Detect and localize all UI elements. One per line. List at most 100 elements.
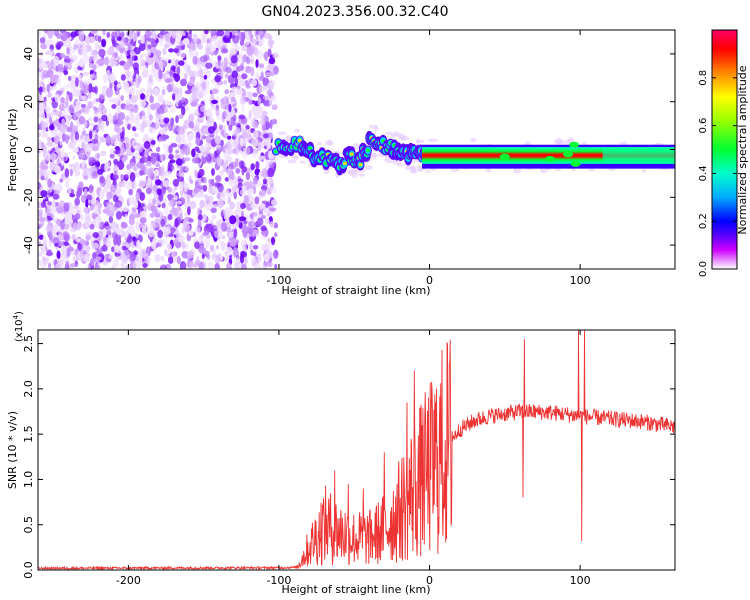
noise-blob — [83, 188, 88, 198]
noise-blob — [135, 192, 140, 201]
noise-blob — [193, 186, 199, 194]
noise-blob — [249, 33, 254, 43]
noise-blob — [113, 51, 118, 59]
noise-blob — [129, 172, 136, 182]
signal-halo — [485, 167, 492, 173]
noise-blob — [170, 142, 178, 148]
noise-blob — [158, 69, 163, 80]
noise-blob — [258, 155, 266, 160]
noise-blob — [49, 116, 53, 125]
noise-blob — [131, 209, 137, 219]
noise-blob — [40, 165, 48, 170]
noise-blob — [264, 72, 272, 77]
noise-blob — [248, 91, 253, 102]
noise-blob — [170, 65, 176, 71]
noise-blob — [105, 207, 111, 216]
noise-blob — [120, 95, 124, 101]
noise-blob — [149, 212, 155, 218]
noise-blob — [163, 117, 170, 124]
noise-blob — [235, 46, 240, 51]
noise-blob — [91, 191, 96, 199]
noise-blob — [250, 204, 255, 209]
noise-blob — [189, 262, 195, 268]
noise-blob — [99, 176, 105, 184]
noise-blob — [245, 147, 251, 156]
noise-blob — [233, 262, 237, 268]
noise-blob — [120, 148, 126, 153]
noise-blob — [97, 153, 100, 159]
noise-blob — [38, 152, 41, 157]
noise-blob — [227, 149, 233, 155]
noise-blob — [38, 251, 44, 257]
noise-blob — [63, 202, 70, 212]
noise-blob — [224, 177, 230, 182]
noise-blob — [155, 179, 162, 186]
noise-blob — [40, 96, 44, 102]
noise-blob — [211, 178, 215, 187]
noise-blob — [244, 258, 248, 263]
noise-blob — [198, 168, 205, 177]
noise-blob — [226, 140, 231, 149]
noise-blob — [135, 89, 141, 97]
noise-blob — [254, 263, 261, 269]
noise-blob — [169, 227, 176, 234]
noise-blob — [91, 145, 99, 152]
noise-blob — [84, 143, 88, 150]
noise-blob — [187, 142, 193, 148]
noise-blob — [38, 216, 46, 223]
noise-blob — [231, 86, 238, 95]
noise-blob — [181, 251, 189, 259]
signal-halo — [396, 163, 406, 167]
colorbar: 0.0 0.2 0.4 0.6 0.8 Normalized spectral ampl… — [698, 29, 749, 277]
noise-blob — [171, 57, 177, 65]
noise-blob — [93, 116, 99, 123]
noise-blob — [38, 181, 41, 190]
noise-blob — [221, 69, 225, 77]
noise-blob — [187, 134, 192, 142]
noise-blob — [74, 197, 80, 206]
noise-blob — [119, 141, 125, 150]
noise-blob — [139, 192, 146, 201]
noise-blob — [259, 203, 265, 210]
noise-blob — [173, 238, 179, 247]
noise-blob — [161, 99, 169, 105]
noise-blob — [244, 66, 252, 74]
noise-blob — [129, 162, 137, 170]
noise-blob — [122, 207, 129, 213]
colorbar-tick-label-3: 0.6 — [698, 118, 709, 134]
noise-blob — [266, 89, 273, 96]
noise-blob — [53, 30, 59, 37]
noise-blob — [148, 38, 156, 43]
signal-band-knot-3 — [569, 141, 580, 148]
signal-band-knot-1 — [545, 156, 556, 163]
noise-blob — [48, 239, 52, 248]
noise-blob — [74, 105, 79, 113]
noise-blob — [199, 145, 206, 152]
noise-blob — [50, 211, 56, 219]
noise-blob — [174, 229, 180, 237]
noise-blob — [130, 225, 135, 231]
noise-blob — [188, 70, 196, 78]
signal-blob-core — [273, 149, 278, 154]
noise-blob — [253, 176, 258, 185]
noise-blob — [226, 168, 230, 174]
noise-blob — [259, 119, 267, 126]
snr-ylabel: SNR (10 * v/v) — [6, 411, 19, 489]
noise-blob — [242, 147, 247, 155]
noise-blob — [83, 253, 90, 263]
noise-blob — [163, 226, 171, 236]
noise-blob — [88, 156, 96, 164]
noise-blob — [105, 176, 111, 185]
noise-blob — [205, 62, 213, 69]
noise-blob — [65, 260, 70, 265]
snr-ytick-label-2: 1.0 — [22, 471, 35, 489]
noise-blob — [166, 243, 172, 250]
noise-blob — [214, 135, 221, 144]
noise-blob — [147, 82, 152, 93]
noise-blob — [142, 263, 148, 268]
noise-blob — [141, 53, 148, 58]
noise-blob — [101, 244, 108, 252]
noise-blob — [132, 261, 137, 269]
noise-blob — [59, 178, 63, 183]
